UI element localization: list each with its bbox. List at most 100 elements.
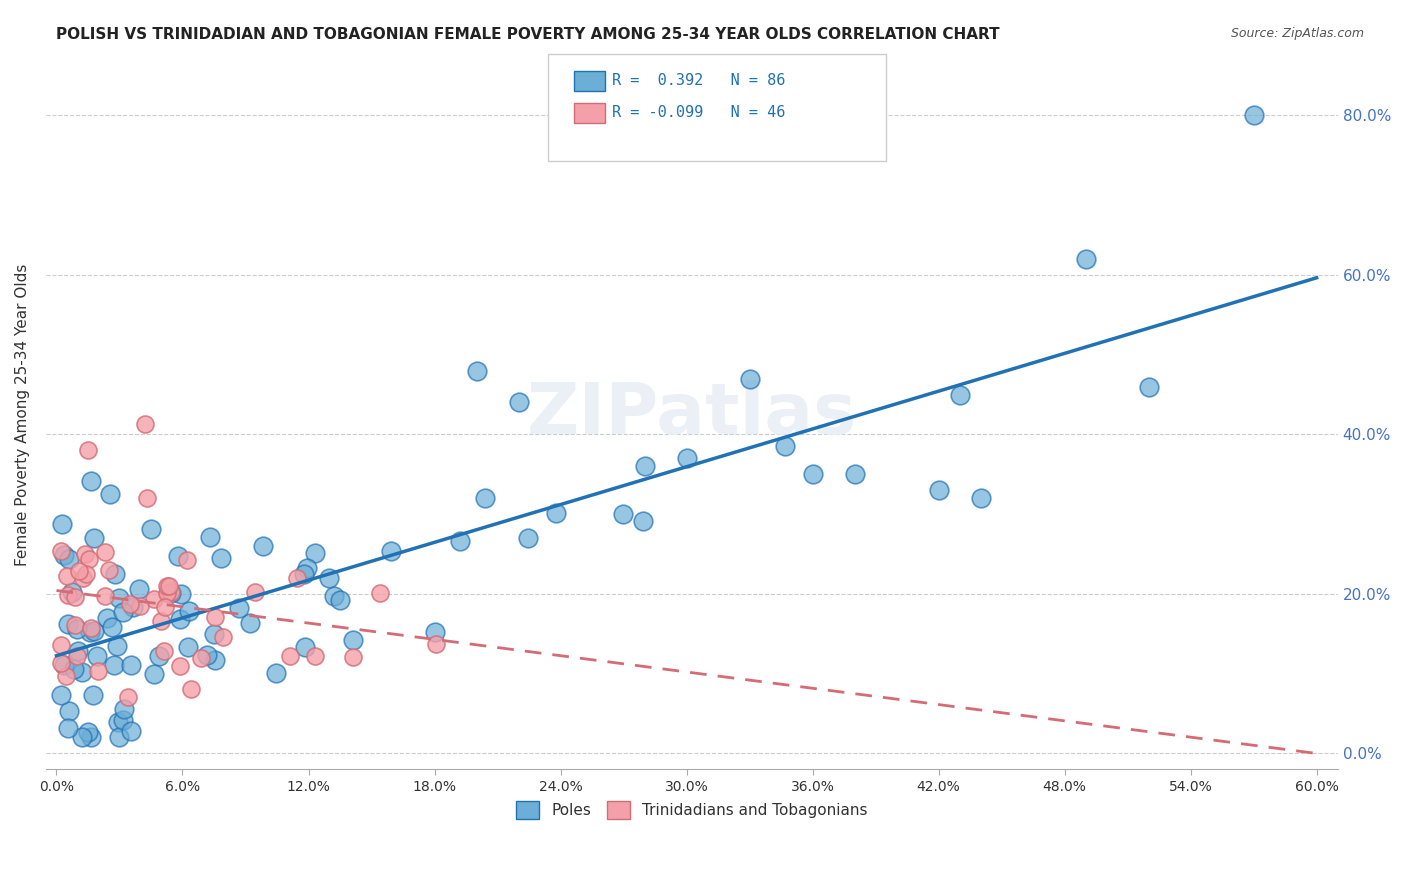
Point xyxy=(103,658,125,673)
Text: ZIPatlas: ZIPatlas xyxy=(527,380,856,449)
Point xyxy=(285,571,308,585)
Point xyxy=(368,585,391,599)
Point xyxy=(135,491,157,505)
Point xyxy=(49,638,72,652)
Point xyxy=(329,593,352,607)
Point xyxy=(177,640,200,655)
Point xyxy=(63,618,86,632)
Text: POLISH VS TRINIDADIAN AND TOBAGONIAN FEMALE POVERTY AMONG 25-34 YEAR OLDS CORREL: POLISH VS TRINIDADIAN AND TOBAGONIAN FEM… xyxy=(56,27,1000,42)
Point xyxy=(77,443,100,458)
Point xyxy=(79,731,101,745)
Point xyxy=(129,599,152,613)
Point xyxy=(773,439,796,453)
Point xyxy=(323,589,346,603)
Point xyxy=(928,483,950,498)
Text: Source: ZipAtlas.com: Source: ZipAtlas.com xyxy=(1230,27,1364,40)
Point xyxy=(141,523,163,537)
Point xyxy=(120,724,142,739)
Point xyxy=(117,690,139,704)
Point xyxy=(93,544,115,558)
Point xyxy=(202,627,225,641)
Point xyxy=(195,648,218,663)
Point xyxy=(107,714,129,729)
Point xyxy=(169,659,191,673)
Point xyxy=(62,662,84,676)
Point xyxy=(94,589,117,603)
Point xyxy=(948,387,970,401)
Point xyxy=(66,622,89,636)
Point xyxy=(633,459,655,474)
Point xyxy=(60,584,83,599)
Point xyxy=(969,491,991,505)
Point xyxy=(176,553,198,567)
Point xyxy=(58,704,80,718)
Point xyxy=(228,601,250,615)
Point xyxy=(53,548,76,562)
Text: R = -0.099   N = 46: R = -0.099 N = 46 xyxy=(612,105,785,120)
Point xyxy=(160,585,183,599)
Point xyxy=(75,566,97,581)
Point xyxy=(449,533,471,548)
Point xyxy=(318,571,340,585)
Point xyxy=(86,648,108,663)
Point xyxy=(108,731,131,745)
Point xyxy=(380,544,402,558)
Point xyxy=(58,552,80,566)
Point xyxy=(67,644,90,658)
Point xyxy=(66,648,89,663)
Point xyxy=(128,582,150,596)
Point xyxy=(53,657,76,672)
Point xyxy=(55,669,77,683)
Point xyxy=(198,530,221,544)
Point xyxy=(87,665,110,679)
Point xyxy=(70,731,93,745)
Point xyxy=(508,395,530,409)
Point xyxy=(155,579,177,593)
Point xyxy=(304,546,326,560)
Point xyxy=(252,539,274,553)
Point xyxy=(96,610,118,624)
Point xyxy=(49,544,72,558)
Point xyxy=(153,643,176,657)
Point xyxy=(122,600,145,615)
Point xyxy=(79,625,101,640)
Point xyxy=(72,571,94,585)
Point xyxy=(612,507,634,521)
Point xyxy=(278,648,301,663)
Point xyxy=(148,648,170,663)
Point xyxy=(546,506,568,520)
Point xyxy=(120,657,142,672)
Point xyxy=(56,569,79,583)
Point xyxy=(180,682,202,697)
Point xyxy=(243,584,266,599)
Point xyxy=(77,552,100,566)
Point xyxy=(292,566,315,581)
Point xyxy=(98,486,121,500)
Point xyxy=(97,563,120,577)
Point xyxy=(80,474,103,488)
Point xyxy=(738,371,761,385)
Point xyxy=(143,592,166,607)
Point xyxy=(157,579,180,593)
Point xyxy=(150,614,173,628)
Legend: Poles, Trinidadians and Tobagonians: Poles, Trinidadians and Tobagonians xyxy=(510,795,873,825)
Point xyxy=(204,610,226,624)
Point xyxy=(111,605,134,619)
Point xyxy=(190,650,212,665)
Point xyxy=(49,656,72,670)
Point xyxy=(111,713,134,727)
Point xyxy=(204,653,226,667)
Point xyxy=(294,640,316,654)
Point xyxy=(56,588,79,602)
Point xyxy=(73,547,96,561)
Point xyxy=(633,514,655,528)
Point xyxy=(70,665,93,679)
Point xyxy=(425,637,447,651)
Point xyxy=(142,667,165,681)
Point xyxy=(1137,379,1160,393)
Point xyxy=(82,689,104,703)
Point xyxy=(474,491,496,505)
Point xyxy=(209,550,232,565)
Point xyxy=(169,612,191,626)
Point xyxy=(83,624,105,638)
